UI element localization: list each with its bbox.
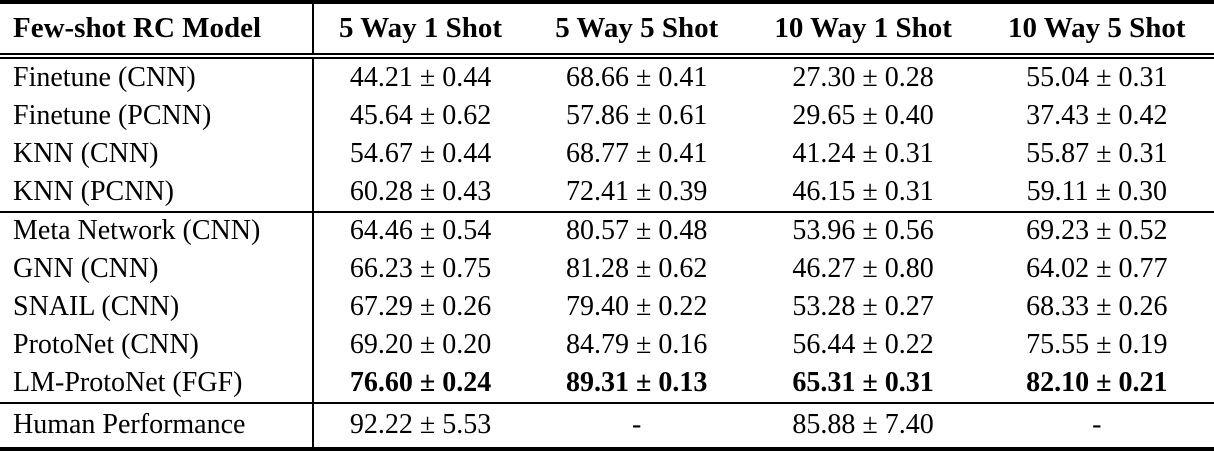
- score-cell: 44.21 ± 0.44: [349, 61, 492, 93]
- score-cell: 59.11 ± 0.30: [979, 172, 1214, 213]
- model-name: ProtoNet (CNN): [0, 326, 315, 365]
- score-cell: 27.30 ± 0.28: [792, 61, 934, 93]
- score-cell: 46.15 ± 0.31: [746, 172, 980, 213]
- column-header-5way1shot: 5 Way 1 Shot: [313, 2, 527, 59]
- table-row-knn-pcnn: KNN (PCNN) 60.28 ± 0.43 72.41 ± 0.39 46.…: [0, 172, 1214, 213]
- model-name: LM-ProtoNet (FGF): [0, 364, 315, 404]
- score-cell-empty: -: [1092, 409, 1102, 441]
- table-row-gnn-cnn: GNN (CNN) 66.23 ± 0.75 81.28 ± 0.62 46.2…: [0, 250, 1214, 289]
- model-name: Meta Network (CNN): [0, 211, 315, 251]
- score-cell: 80.57 ± 0.48: [566, 215, 708, 247]
- score-cell: 41.24 ± 0.31: [792, 137, 934, 169]
- score-cell: 29.65 ± 0.40: [792, 99, 934, 131]
- score-cell: 53.28 ± 0.27: [792, 291, 934, 323]
- table-row-knn-cnn: KNN (CNN) 54.67 ± 0.44 68.77 ± 0.41 41.2…: [0, 134, 1214, 173]
- model-name: Finetune (PCNN): [0, 96, 315, 135]
- score-cell: 81.28 ± 0.62: [566, 253, 708, 285]
- table-row-finetune-cnn: Finetune (CNN) 44.21 ± 0.44 68.66 ± 0.41…: [0, 56, 1214, 97]
- score-cell: 69.23 ± 0.52: [1026, 215, 1168, 247]
- score-cell: 56.44 ± 0.22: [792, 329, 934, 361]
- score-cell: 66.23 ± 0.75: [349, 253, 492, 285]
- score-cell: 57.86 ± 0.61: [566, 99, 708, 131]
- model-name: SNAIL (CNN): [0, 288, 315, 327]
- score-cell-best: 82.10 ± 0.21: [979, 364, 1214, 404]
- score-cell: 68.77 ± 0.41: [566, 137, 708, 169]
- score-cell: 79.40 ± 0.22: [566, 291, 708, 323]
- model-name: Human Performance: [0, 402, 315, 449]
- score-cell-best: 89.31 ± 0.13: [526, 364, 747, 404]
- score-cell: 69.20 ± 0.20: [349, 329, 492, 361]
- score-cell: 53.96 ± 0.56: [792, 215, 934, 247]
- table-row-finetune-pcnn: Finetune (PCNN) 45.64 ± 0.62 57.86 ± 0.6…: [0, 96, 1214, 135]
- score-cell: 64.46 ± 0.54: [349, 215, 492, 247]
- column-header-5way5shot: 5 Way 5 Shot: [526, 2, 747, 59]
- score-cell: 37.43 ± 0.42: [1026, 99, 1168, 131]
- score-cell: 84.79 ± 0.16: [566, 329, 708, 361]
- score-cell: 55.87 ± 0.31: [1026, 137, 1168, 169]
- table-row-lm-protonet-fgf: LM-ProtoNet (FGF) 76.60 ± 0.24 89.31 ± 0…: [0, 364, 1214, 404]
- header-row: Few-shot RC Model 5 Way 1 Shot 5 Way 5 S…: [0, 2, 1214, 59]
- model-name: KNN (CNN): [0, 134, 315, 173]
- column-header-10way5shot: 10 Way 5 Shot: [979, 2, 1214, 59]
- model-name: Finetune (CNN): [0, 56, 315, 97]
- score-cell: 92.22 ± 5.53: [349, 409, 492, 441]
- score-cell: 85.88 ± 7.40: [792, 409, 934, 441]
- score-cell-best: 65.31 ± 0.31: [746, 364, 980, 404]
- table-row-protonet-cnn: ProtoNet (CNN) 69.20 ± 0.20 84.79 ± 0.16…: [0, 326, 1214, 365]
- column-header-model: Few-shot RC Model: [0, 2, 315, 59]
- score-cell-empty: -: [632, 409, 642, 441]
- column-header-10way1shot: 10 Way 1 Shot: [746, 2, 980, 59]
- table-row-human-performance: Human Performance 92.22 ± 5.53 - 85.88 ±…: [0, 402, 1214, 449]
- score-cell: 54.67 ± 0.44: [349, 137, 492, 169]
- model-name: GNN (CNN): [0, 250, 315, 289]
- score-cell: 46.27 ± 0.80: [792, 253, 934, 285]
- score-cell: 68.33 ± 0.26: [1026, 291, 1168, 323]
- score-cell: 55.04 ± 0.31: [1026, 61, 1168, 93]
- score-cell: 72.41 ± 0.39: [526, 172, 747, 213]
- model-name: KNN (PCNN): [0, 172, 315, 213]
- score-cell: 75.55 ± 0.19: [1026, 329, 1168, 361]
- score-cell: 67.29 ± 0.26: [349, 291, 492, 323]
- score-cell: 64.02 ± 0.77: [1026, 253, 1168, 285]
- score-cell: 45.64 ± 0.62: [349, 99, 492, 131]
- table-row-meta-network-cnn: Meta Network (CNN) 64.46 ± 0.54 80.57 ± …: [0, 211, 1214, 251]
- score-cell-best: 76.60 ± 0.24: [313, 364, 527, 404]
- score-cell: 68.66 ± 0.41: [566, 61, 708, 93]
- score-cell: 60.28 ± 0.43: [313, 172, 527, 213]
- table-row-snail-cnn: SNAIL (CNN) 67.29 ± 0.26 79.40 ± 0.22 53…: [0, 288, 1214, 327]
